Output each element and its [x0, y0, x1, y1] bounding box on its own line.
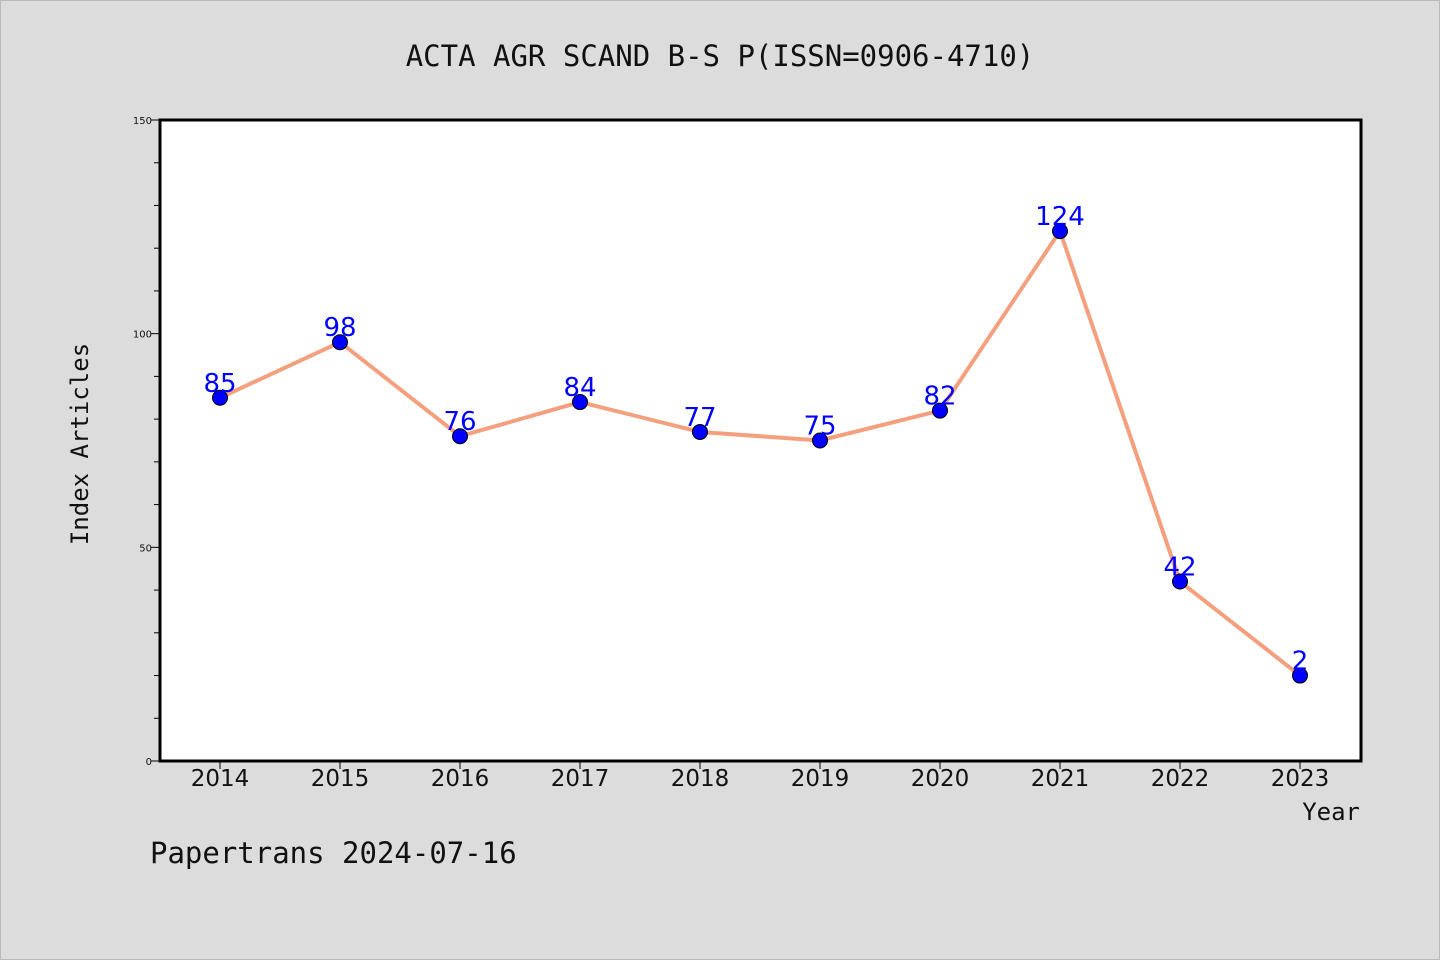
- data-point: [572, 394, 588, 411]
- x-tick-label: 2021: [1031, 766, 1090, 792]
- y-tick-label: 100: [133, 330, 152, 341]
- data-point: [1172, 573, 1188, 590]
- data-label: 75: [803, 412, 836, 442]
- footer-text: Papertrans 2024-07-16: [150, 836, 517, 870]
- x-tick-label: 2016: [431, 766, 490, 792]
- data-point: [332, 334, 348, 351]
- y-axis: 0 50 100 150: [133, 116, 160, 768]
- y-tick-label: 0: [146, 757, 152, 768]
- data-label: 84: [563, 373, 596, 403]
- data-label: 124: [1035, 202, 1085, 232]
- data-label: 85: [203, 369, 236, 399]
- x-tick-label: 2022: [1151, 766, 1210, 792]
- y-tick-label: 50: [139, 543, 152, 554]
- x-tick-label: 2014: [191, 766, 250, 792]
- data-point: [212, 389, 228, 406]
- chart-title: ACTA AGR SCAND B-S P(ISSN=0906-4710): [406, 39, 1035, 73]
- data-label: 42: [1163, 553, 1196, 583]
- data-label: 76: [443, 407, 476, 437]
- x-tick-label: 2020: [911, 766, 970, 792]
- data-label: 82: [923, 382, 956, 412]
- y-tick-label: 150: [133, 116, 152, 127]
- plot-area: [158, 118, 1363, 763]
- x-axis: 2014 2015 2016 2017 2018 2019 2020 2021 2022 2023: [191, 761, 1330, 792]
- x-tick-label: 2018: [671, 766, 730, 792]
- x-tick-label: 2023: [1271, 766, 1330, 792]
- data-label: 2: [1292, 647, 1309, 677]
- series-layer: 85 98 76 84 77 75 82 124 42 2: [203, 202, 1309, 684]
- data-point: [932, 402, 948, 419]
- series-line: [218, 229, 1302, 678]
- data-label: 98: [323, 313, 356, 343]
- data-point: [1292, 667, 1308, 684]
- x-tick-label: 2017: [551, 766, 610, 792]
- x-tick-label: 2019: [791, 766, 850, 792]
- x-tick-label: 2015: [311, 766, 370, 792]
- y-axis-label: Index Articles: [66, 343, 94, 545]
- x-axis-label: Year: [1302, 798, 1360, 826]
- data-point: [1052, 223, 1068, 240]
- data-point: [812, 432, 828, 449]
- data-label: 77: [683, 403, 716, 433]
- data-point: [692, 423, 708, 440]
- data-point: [452, 428, 468, 445]
